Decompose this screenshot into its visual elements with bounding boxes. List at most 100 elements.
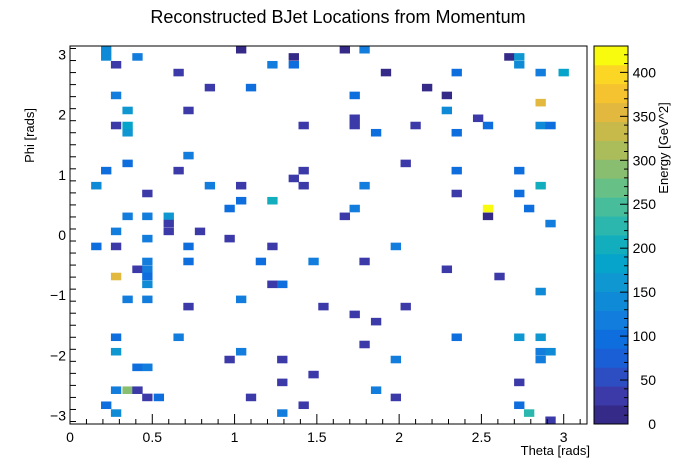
- heatmap-cell-81: [390, 242, 402, 251]
- heatmap-cell-128: [245, 393, 257, 402]
- heatmap-cell-118: [535, 355, 546, 364]
- heatmap-cell-92: [441, 265, 453, 274]
- heatmap-cell-40: [545, 121, 556, 130]
- heatmap-cell-32: [349, 114, 360, 123]
- heatmap-cell-50: [91, 181, 102, 190]
- heatmap-cell-11: [380, 68, 392, 77]
- heatmap-cell-77: [142, 234, 153, 243]
- heatmap-cell-93: [494, 272, 505, 281]
- heatmap-cell-91: [359, 257, 370, 266]
- heatmap-cell-48: [451, 166, 462, 175]
- heatmap-cell-4: [173, 68, 184, 77]
- heatmap-cell-63: [482, 204, 494, 213]
- y-tick-label: 2: [58, 107, 66, 123]
- color-scale-swatch: [594, 235, 628, 255]
- heatmap-cell-80: [267, 242, 278, 251]
- heatmap-cell-94: [267, 280, 278, 289]
- heatmap-cell-88: [142, 280, 153, 289]
- heatmap-cell-84: [142, 265, 153, 274]
- heatmap-cell-133: [277, 409, 288, 417]
- y-tick-label: 1: [58, 167, 66, 183]
- heatmap-cell-71: [194, 227, 206, 236]
- color-tick-label: 150: [633, 284, 657, 300]
- heatmap-cell-35: [410, 121, 421, 130]
- color-scale-swatch: [594, 46, 628, 66]
- color-scale-swatch: [594, 83, 628, 104]
- color-scale-swatch: [594, 197, 628, 217]
- color-tick-label: 200: [633, 240, 657, 256]
- heatmap-cell-89: [255, 257, 267, 266]
- heatmap-cell-126: [142, 393, 153, 402]
- heatmap-cell-137: [523, 409, 535, 417]
- heatmap-cell-123: [110, 386, 122, 394]
- x-axis: 0 0.5 1 1.5 2 2.5 3: [66, 414, 581, 445]
- color-scale-swatch: [594, 367, 628, 387]
- heatmap-cell-55: [267, 196, 278, 205]
- heatmap-cell-113: [235, 347, 247, 356]
- heatmap-cell-16: [535, 68, 546, 77]
- color-scale-swatch: [594, 253, 628, 274]
- heatmap-cell-134: [298, 401, 309, 410]
- heatmap-cell-42: [122, 159, 133, 168]
- color-scale-swatch: [594, 405, 628, 425]
- heatmap-cell-36: [451, 128, 462, 137]
- heatmap-cell-60: [535, 181, 546, 190]
- heatmap-cell-0: [101, 45, 112, 54]
- heatmap-cell-102: [370, 317, 382, 326]
- color-scale-swatch: [594, 348, 628, 368]
- heatmap-cell-20: [245, 83, 257, 92]
- heatmap-cell-21: [349, 91, 360, 100]
- heatmap-cell-116: [535, 347, 546, 356]
- heatmap-cell-111: [110, 347, 122, 356]
- x-tick-label: 1.5: [307, 429, 327, 445]
- heatmap-cell-67: [142, 212, 153, 221]
- heatmap-cell-72: [339, 212, 350, 221]
- heatmap-cell-115: [390, 355, 402, 364]
- heatmap-cell-12: [451, 68, 462, 77]
- color-scale-swatch: [594, 121, 628, 141]
- heatmap-cell-5: [235, 45, 247, 54]
- color-scale-swatch: [594, 102, 628, 122]
- heatmap-cell-39: [535, 121, 546, 130]
- color-scale-swatch: [594, 329, 628, 349]
- heatmap-cell-98: [183, 302, 194, 311]
- heatmap-cell-87: [110, 272, 122, 281]
- heatmap-cell-8: [288, 60, 299, 69]
- color-scale-swatch: [594, 386, 628, 406]
- heatmap-cell-44: [173, 166, 184, 175]
- heatmap-cell-129: [370, 386, 382, 394]
- heatmap-cell-68: [163, 212, 174, 221]
- heatmap-cell-14: [514, 60, 525, 69]
- heatmap-cell-108: [451, 333, 462, 342]
- heatmap-cell-90: [308, 257, 319, 266]
- heatmap-cell-47: [400, 159, 411, 168]
- heatmap-cell-79: [224, 234, 235, 243]
- color-tick-label: 350: [633, 108, 657, 124]
- color-tick-label: 0: [648, 416, 656, 432]
- heatmap-cell-2: [110, 60, 122, 69]
- heatmap-cell-85: [142, 272, 153, 281]
- heatmap-cell-61: [224, 204, 235, 213]
- heatmap-cell-82: [142, 257, 153, 266]
- heatmap-cell-74: [110, 227, 122, 236]
- heatmap-cell-95: [277, 280, 288, 289]
- color-tick-label: 300: [633, 152, 657, 168]
- color-scale-swatch: [594, 216, 628, 236]
- heatmap-cell-24: [122, 106, 133, 115]
- heatmap-cell-132: [110, 409, 122, 417]
- heatmap-cell-106: [173, 333, 184, 342]
- heatmap-cell-119: [132, 363, 143, 372]
- x-tick-label: 3: [560, 429, 568, 445]
- heatmap-cell-33: [349, 121, 360, 130]
- heatmap-cell-103: [400, 302, 411, 311]
- color-scale-bar: [593, 45, 629, 425]
- heatmap-cell-131: [101, 401, 112, 410]
- heatmap-cell-105: [110, 333, 122, 342]
- heatmap-cell-41: [183, 151, 194, 160]
- heatmap-cell-107: [359, 340, 370, 349]
- color-scale-label: Energy [GeV^2]: [656, 102, 671, 193]
- heatmap-cell-73: [545, 219, 556, 228]
- heatmap-cell-29: [122, 121, 133, 130]
- color-scale-swatch: [594, 310, 628, 330]
